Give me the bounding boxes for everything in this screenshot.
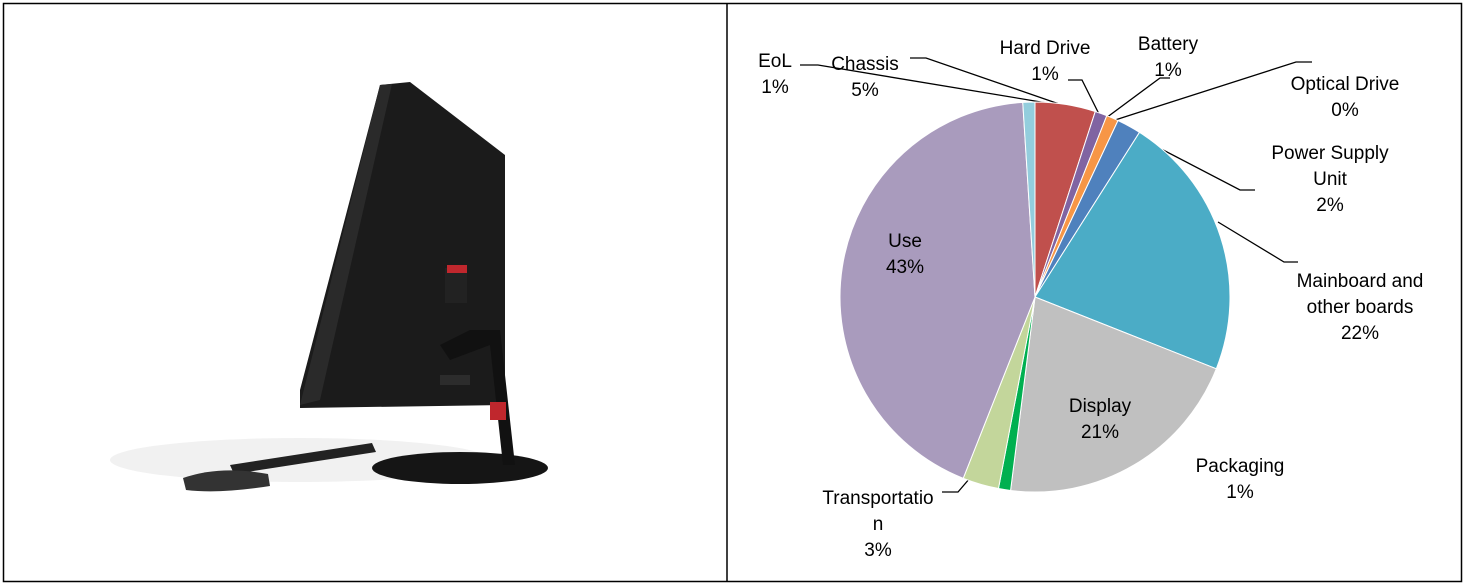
slice-label: Mainboard and other boards 22% <box>1290 269 1430 347</box>
category-name: Packaging <box>1195 456 1285 477</box>
category-name: Chassis <box>831 54 899 75</box>
slice-label: EoL 1% <box>750 49 800 101</box>
pie-slice <box>1010 296 1217 493</box>
slice-label: Use 43% <box>860 229 950 281</box>
slice-label: Power Supply Unit 2% <box>1255 141 1405 219</box>
pie-chart <box>839 101 1231 493</box>
category-name: Battery <box>1137 34 1199 55</box>
pie-slice <box>1034 131 1231 370</box>
category-name: Power Supply Unit <box>1271 143 1389 190</box>
slice-label: Transportation 3% <box>821 486 936 564</box>
slice-label: Hard Drive 1% <box>980 36 1110 88</box>
value-label: 1% <box>1226 482 1254 503</box>
pie-slice <box>839 101 1036 479</box>
category-name: Mainboard and other boards <box>1296 271 1424 318</box>
category-name: Display <box>1068 396 1132 417</box>
value-label: 22% <box>1340 323 1380 344</box>
slice-label: Packaging 1% <box>1185 454 1295 506</box>
slice-label: Display 21% <box>1045 394 1155 446</box>
value-label: 1% <box>761 77 789 98</box>
value-label: 0% <box>1331 100 1359 121</box>
value-label: 43% <box>885 257 925 278</box>
category-name: Transportation <box>822 488 934 535</box>
slice-label: Chassis 5% <box>820 52 910 104</box>
category-name: Optical Drive <box>1290 74 1400 95</box>
value-label: 1% <box>1031 64 1059 85</box>
value-label: 3% <box>864 540 892 561</box>
value-label: 21% <box>1080 422 1120 443</box>
slice-label: Optical Drive 0% <box>1290 72 1400 124</box>
pie-slice <box>1022 101 1036 298</box>
slice-label: Battery 1% <box>1123 32 1213 84</box>
value-label: 2% <box>1316 195 1344 216</box>
category-name: Hard Drive <box>999 38 1091 59</box>
category-name: Use <box>888 231 922 252</box>
value-label: 1% <box>1154 60 1182 81</box>
product-image <box>110 82 548 492</box>
value-label: 5% <box>851 80 879 101</box>
category-name: EoL <box>758 51 792 72</box>
leader-lines <box>800 57 1312 493</box>
